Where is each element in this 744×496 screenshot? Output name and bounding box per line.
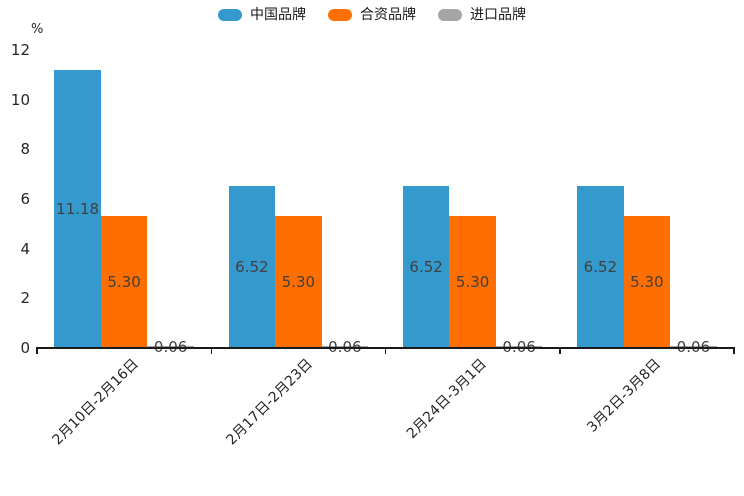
bar-series-1-group-1 <box>275 216 322 348</box>
legend-label: 进口品牌 <box>470 7 526 23</box>
legend-item: 合资品牌 <box>328 6 416 24</box>
y-tick-label: 4 <box>20 239 30 258</box>
y-tick-label: 8 <box>20 140 30 159</box>
y-tick-label: 2 <box>20 289 30 308</box>
legend-label: 合资品牌 <box>360 7 416 23</box>
bar-series-1-group-3 <box>623 216 671 348</box>
bar-value-label: 6.52 <box>235 258 269 277</box>
x-axis-tick <box>210 349 212 354</box>
bar-value-label: 5.30 <box>107 273 141 292</box>
x-category-label: 3月2日-3月8日 <box>584 356 665 436</box>
y-axis-unit-label: % <box>31 22 44 37</box>
x-axis-line <box>36 347 735 349</box>
x-axis-tick <box>559 349 561 354</box>
bar-value-label: 6.52 <box>409 258 443 277</box>
x-category-label: 2月10日-2月16日 <box>49 356 142 449</box>
legend-label: 中国品牌 <box>250 7 306 23</box>
bar-series-0-group-1 <box>228 186 276 348</box>
bar-value-label: 5.30 <box>630 273 664 292</box>
bar-series-0-group-3 <box>577 186 624 348</box>
x-axis-tick <box>733 349 735 354</box>
legend-swatch <box>328 9 352 21</box>
y-tick-label: 10 <box>10 90 30 109</box>
x-axis-tick <box>36 349 38 354</box>
bar-series-1-group-0 <box>100 216 148 348</box>
bar-series-0-group-2 <box>402 186 450 348</box>
legend: 中国品牌 合资品牌 进口品牌 <box>0 6 744 24</box>
x-axis-tick <box>384 349 387 354</box>
legend-item: 进口品牌 <box>438 6 526 24</box>
bar-value-label: 5.30 <box>455 273 490 292</box>
x-category-label: 2月17日-2月23日 <box>223 356 316 449</box>
x-category-label: 2月24日-3月1日 <box>403 356 490 442</box>
bar-series-1-group-2 <box>449 216 496 348</box>
y-tick-label: 12 <box>10 41 30 59</box>
y-tick-label: 6 <box>20 190 30 208</box>
y-tick-label: 0 <box>20 339 30 357</box>
legend-item: 中国品牌 <box>218 6 306 24</box>
bar-value-label: 6.52 <box>583 258 618 277</box>
legend-swatch <box>438 9 462 21</box>
bar-value-label: 5.30 <box>281 273 316 292</box>
bar-series-0-group-0 <box>54 70 101 348</box>
legend-swatch <box>218 9 242 21</box>
bar-value-label: 11.18 <box>56 200 100 219</box>
